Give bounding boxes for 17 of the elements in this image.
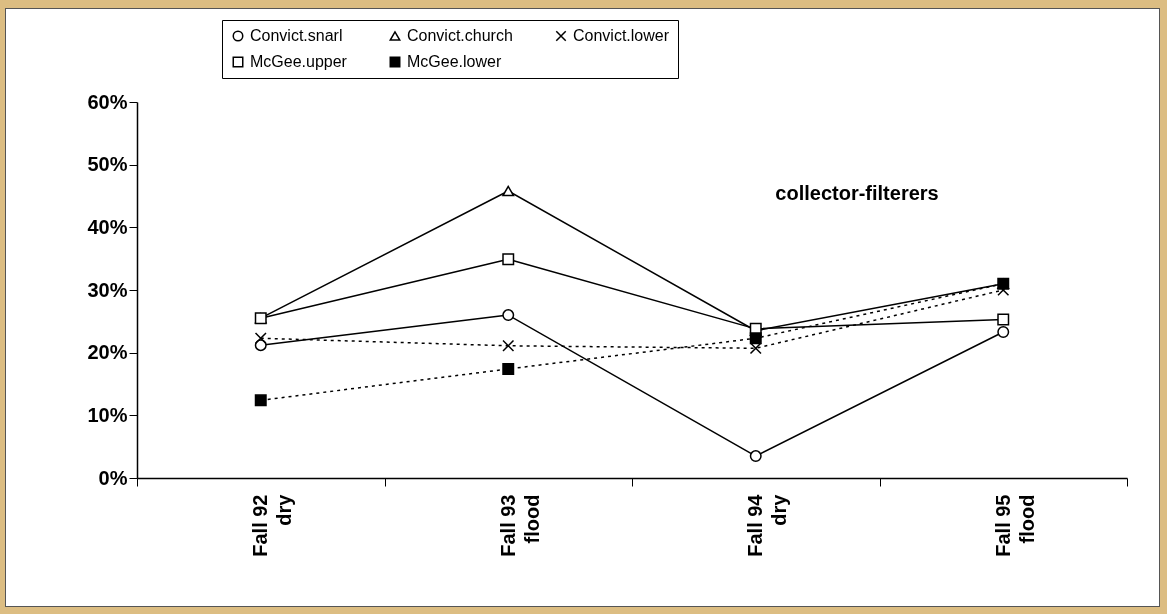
legend-label: Convict.church <box>407 27 513 44</box>
legend-label: McGee.lower <box>407 53 502 70</box>
x-tick-label: Fall 92 dry <box>249 493 296 557</box>
x-tick-label: Fall 95 flood <box>991 494 1038 557</box>
y-tick-label: 40% <box>87 215 128 238</box>
x-tick-label: Fall 93 flood <box>496 494 543 557</box>
y-tick-label: 30% <box>87 278 128 301</box>
y-tick-label: 60% <box>87 90 128 113</box>
y-tick-label: 10% <box>87 403 128 426</box>
x-tick-label: Fall 94 dry <box>744 493 791 557</box>
legend-label: Convict.lower <box>573 27 670 44</box>
annotation: collector-filterers <box>775 182 939 204</box>
y-tick-label: 0% <box>98 466 128 489</box>
legend-label: McGee.upper <box>250 53 348 70</box>
legend-label: Convict.snarl <box>250 27 343 44</box>
y-tick-label: 20% <box>87 341 128 364</box>
y-tick-label: 50% <box>87 153 128 176</box>
